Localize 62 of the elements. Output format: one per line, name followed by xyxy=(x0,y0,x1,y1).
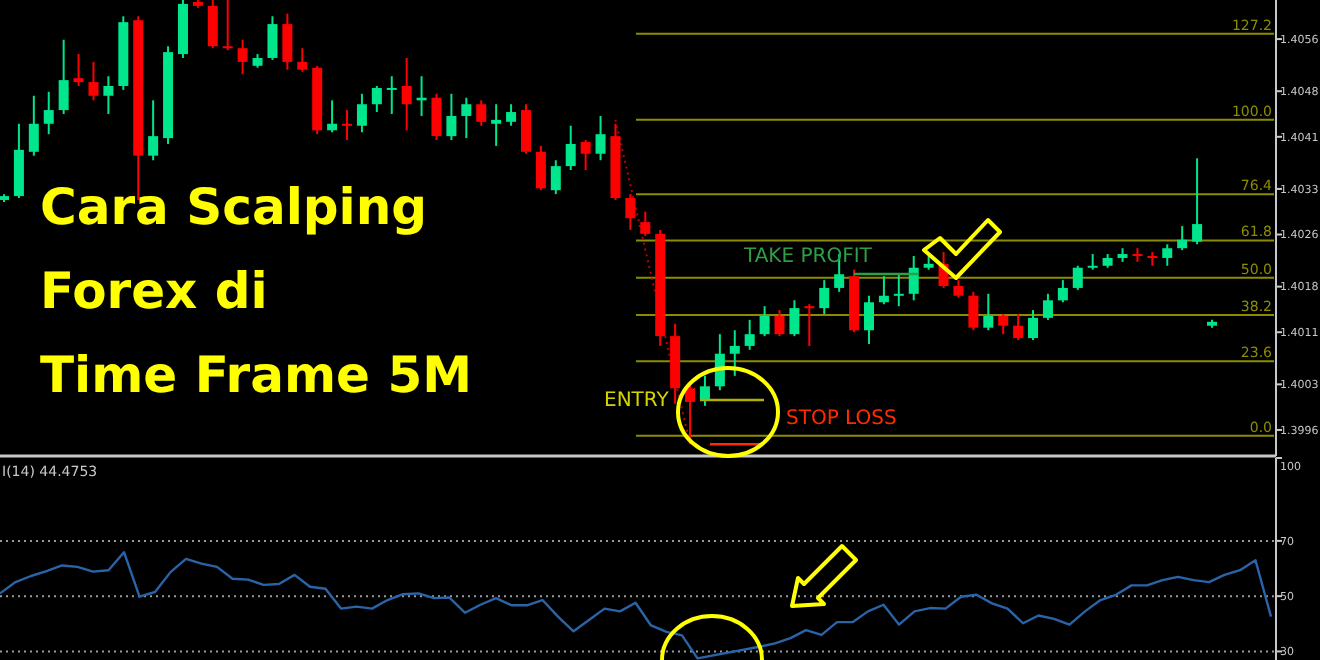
ref-line-label: STOP LOSS xyxy=(786,408,897,431)
candlestick xyxy=(446,92,457,142)
candlestick xyxy=(58,38,69,115)
candlestick xyxy=(342,109,353,142)
candlestick xyxy=(73,53,84,87)
candlestick xyxy=(1087,253,1098,271)
text: Cara Scalping Forex di Time Frame 5M xyxy=(40,178,472,404)
candlestick xyxy=(1162,243,1173,267)
candlestick xyxy=(148,99,159,162)
candlestick xyxy=(1042,292,1053,321)
candlestick xyxy=(520,103,531,155)
candlestick xyxy=(595,114,606,162)
candlestick xyxy=(88,60,99,102)
candlestick xyxy=(103,75,114,115)
candlestick xyxy=(1177,225,1188,252)
candlestick xyxy=(699,374,710,407)
candlestick xyxy=(968,290,979,332)
candlestick xyxy=(565,124,576,172)
candlestick xyxy=(356,92,367,134)
candlestick xyxy=(550,159,561,196)
candlestick xyxy=(297,47,308,73)
candlestick xyxy=(998,312,1009,336)
candlestick xyxy=(878,275,889,306)
candlestick xyxy=(759,305,770,338)
candlestick xyxy=(1192,157,1203,246)
candlestick xyxy=(267,15,278,61)
candlestick xyxy=(983,292,994,332)
candlestick xyxy=(207,0,218,50)
candlestick xyxy=(28,94,39,157)
candlestick xyxy=(625,193,636,231)
candlestick xyxy=(461,96,472,140)
candlestick xyxy=(386,75,397,115)
candlestick xyxy=(789,299,800,338)
candlestick xyxy=(13,122,24,200)
candlestick xyxy=(237,38,248,76)
candlestick xyxy=(685,382,696,446)
candlestick xyxy=(1072,264,1083,291)
candlestick xyxy=(327,99,338,134)
candlestick xyxy=(371,84,382,114)
candlestick xyxy=(1028,309,1039,342)
candlestick xyxy=(744,318,755,351)
candlestick xyxy=(774,309,785,338)
candlestick xyxy=(506,103,517,127)
candlestick xyxy=(43,90,54,136)
candlestick xyxy=(893,273,904,308)
candlestick xyxy=(431,92,442,142)
annotation: ENTRY xyxy=(604,390,671,412)
candlestick xyxy=(401,56,412,132)
candlestick xyxy=(1013,312,1024,342)
candlestick xyxy=(863,294,874,345)
candlestick xyxy=(282,12,293,71)
candlestick xyxy=(580,139,591,172)
candlestick xyxy=(819,279,830,315)
candlestick xyxy=(908,255,919,302)
candlestick xyxy=(804,303,815,347)
candlestick xyxy=(222,0,233,52)
candlestick xyxy=(535,144,546,192)
candlestick xyxy=(491,103,502,147)
candlestick xyxy=(1057,279,1068,304)
candlestick xyxy=(729,329,740,377)
candlestick xyxy=(640,210,651,237)
candlestick xyxy=(476,99,487,127)
